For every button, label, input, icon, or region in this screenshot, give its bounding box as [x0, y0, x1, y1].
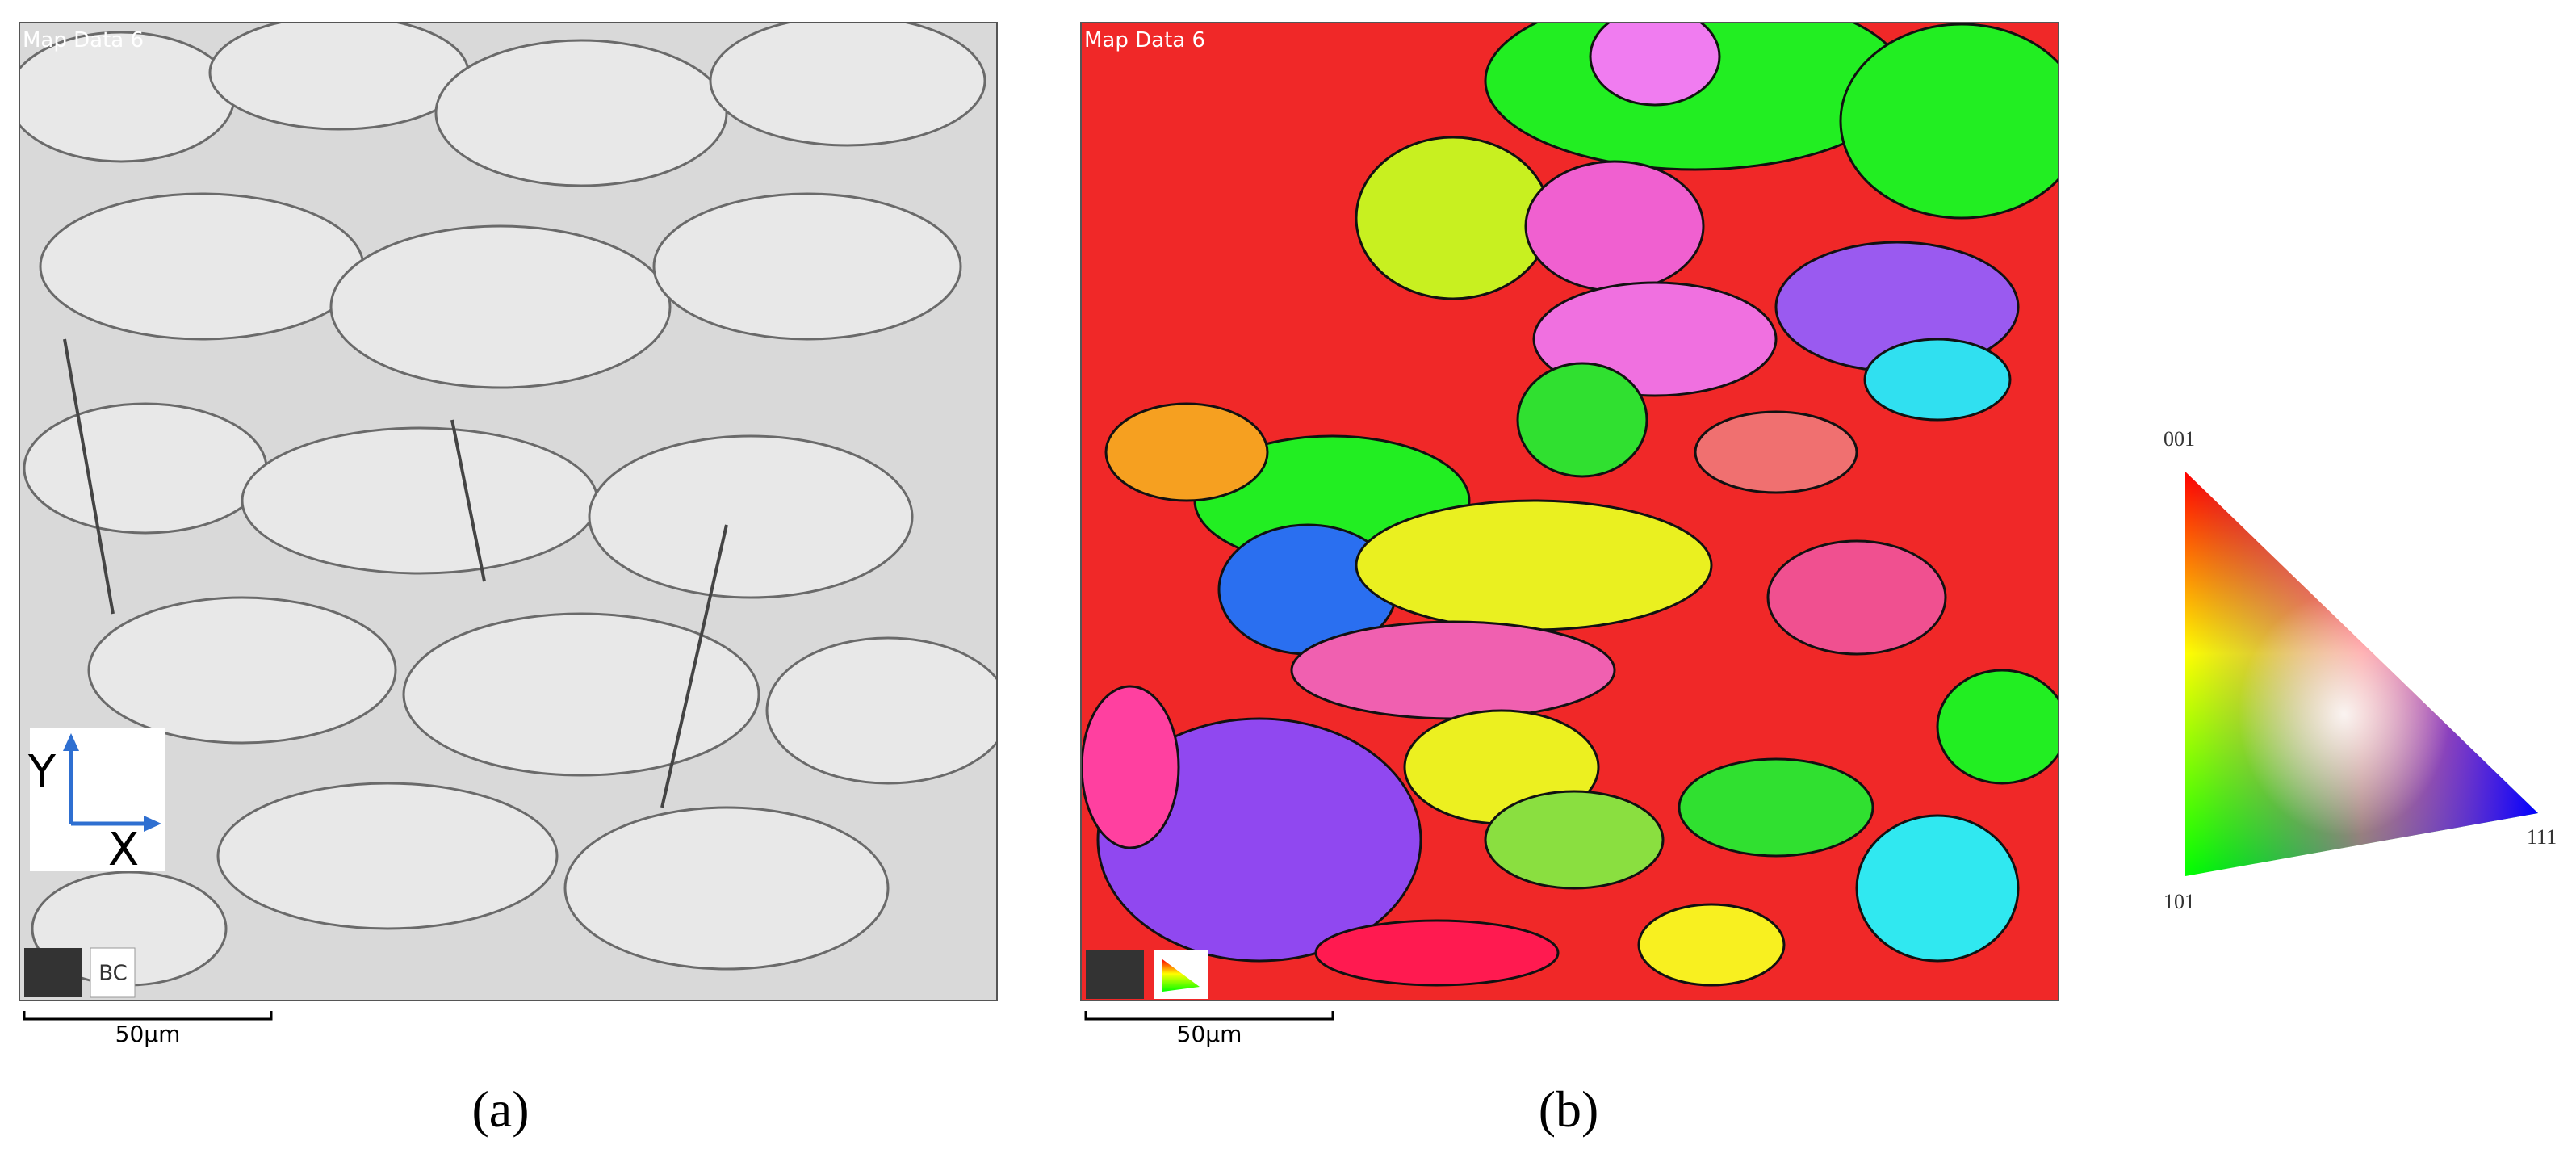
map-frame	[19, 22, 998, 1001]
axis-x-label: X	[108, 824, 139, 876]
panel-label: (b)	[1539, 1080, 1599, 1138]
scale-bar	[1084, 1011, 1334, 1021]
scale-bar-label: 50µm	[115, 1021, 181, 1047]
scale-bar	[23, 1011, 273, 1021]
overlay-label: BC	[98, 962, 128, 986]
ipf-icon	[1162, 959, 1200, 992]
map-frame	[1080, 22, 2059, 1001]
map-title: Map Data 6	[1084, 28, 1205, 52]
panel-label: (a)	[471, 1080, 529, 1138]
axis-arrows	[63, 733, 161, 832]
scale-bar-label: 50µm	[1177, 1021, 1242, 1047]
legend-triangle-center	[2185, 472, 2538, 876]
axis-y-label: Y	[27, 746, 57, 799]
legend-label: 101	[2163, 890, 2195, 913]
bc-map	[19, 23, 997, 1000]
orientation-icon	[24, 948, 82, 997]
ipf-legend: 001 101 111	[2163, 427, 2557, 913]
ipf-map	[1081, 23, 2059, 1000]
legend-label: 111	[2527, 825, 2557, 849]
map-title: Map Data 6	[23, 28, 144, 52]
legend-label: 001	[2163, 427, 2195, 451]
overlay-box	[90, 947, 136, 998]
axis-box	[30, 728, 165, 871]
orientation-icon	[1086, 950, 1144, 999]
